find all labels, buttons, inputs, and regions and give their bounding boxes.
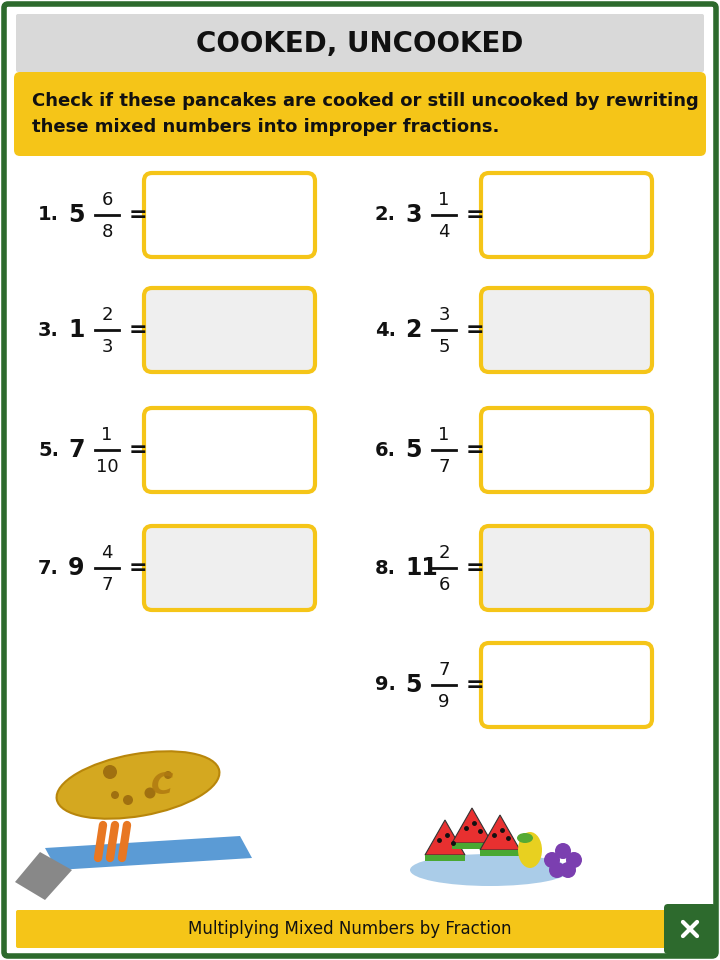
FancyBboxPatch shape bbox=[481, 288, 652, 372]
Circle shape bbox=[123, 795, 133, 805]
Text: 8: 8 bbox=[102, 223, 113, 241]
Polygon shape bbox=[15, 852, 72, 900]
Circle shape bbox=[549, 862, 565, 878]
Text: =: = bbox=[129, 440, 148, 460]
Polygon shape bbox=[452, 843, 492, 849]
Text: 3: 3 bbox=[102, 338, 113, 356]
FancyBboxPatch shape bbox=[16, 910, 668, 948]
Text: 1: 1 bbox=[438, 191, 450, 209]
FancyBboxPatch shape bbox=[16, 14, 704, 72]
Text: 1: 1 bbox=[68, 318, 84, 342]
Text: 7: 7 bbox=[438, 661, 450, 679]
Ellipse shape bbox=[410, 854, 570, 886]
Text: 7: 7 bbox=[102, 576, 113, 594]
Text: 3.: 3. bbox=[38, 321, 59, 340]
Text: =: = bbox=[466, 558, 485, 578]
Polygon shape bbox=[480, 850, 520, 856]
Polygon shape bbox=[480, 815, 520, 850]
Text: =: = bbox=[129, 558, 148, 578]
Text: =: = bbox=[129, 205, 148, 225]
Circle shape bbox=[145, 787, 156, 799]
Text: 1: 1 bbox=[438, 426, 450, 444]
Text: 3: 3 bbox=[438, 306, 450, 324]
Polygon shape bbox=[45, 836, 252, 870]
Text: 4: 4 bbox=[102, 544, 113, 562]
Text: 5: 5 bbox=[405, 438, 421, 462]
Text: 1.: 1. bbox=[38, 205, 59, 225]
Text: COOKED, UNCOOKED: COOKED, UNCOOKED bbox=[197, 30, 523, 58]
Text: 2: 2 bbox=[438, 544, 450, 562]
FancyBboxPatch shape bbox=[144, 526, 315, 610]
Text: =: = bbox=[129, 320, 148, 340]
Text: =: = bbox=[466, 205, 485, 225]
FancyBboxPatch shape bbox=[481, 173, 652, 257]
Circle shape bbox=[164, 771, 172, 779]
Text: Check if these pancakes are cooked or still uncooked by rewriting
these mixed nu: Check if these pancakes are cooked or st… bbox=[32, 92, 698, 135]
Text: Multiplying Mixed Numbers by Fraction: Multiplying Mixed Numbers by Fraction bbox=[188, 920, 512, 938]
Ellipse shape bbox=[57, 752, 220, 819]
Text: C: C bbox=[150, 772, 174, 801]
Circle shape bbox=[555, 843, 571, 859]
FancyBboxPatch shape bbox=[144, 288, 315, 372]
Text: 7: 7 bbox=[68, 438, 84, 462]
Text: =: = bbox=[466, 675, 485, 695]
Circle shape bbox=[103, 765, 117, 779]
Text: 2: 2 bbox=[102, 306, 113, 324]
FancyBboxPatch shape bbox=[481, 643, 652, 727]
Text: 5.: 5. bbox=[38, 441, 59, 460]
Text: 4: 4 bbox=[438, 223, 450, 241]
Polygon shape bbox=[452, 808, 492, 843]
Text: 10: 10 bbox=[96, 458, 118, 476]
Text: 5: 5 bbox=[438, 338, 450, 356]
Text: 4.: 4. bbox=[375, 321, 396, 340]
Text: 2: 2 bbox=[405, 318, 421, 342]
Circle shape bbox=[111, 791, 119, 799]
FancyBboxPatch shape bbox=[4, 4, 716, 956]
FancyBboxPatch shape bbox=[144, 408, 315, 492]
FancyBboxPatch shape bbox=[481, 408, 652, 492]
Text: 7.: 7. bbox=[38, 559, 59, 578]
Text: =: = bbox=[466, 440, 485, 460]
Text: 11: 11 bbox=[405, 556, 438, 580]
Text: 3: 3 bbox=[405, 203, 421, 227]
Text: 1: 1 bbox=[102, 426, 113, 444]
Text: 9: 9 bbox=[438, 693, 450, 711]
Ellipse shape bbox=[517, 833, 533, 843]
Text: 9: 9 bbox=[68, 556, 84, 580]
Text: 5: 5 bbox=[68, 203, 84, 227]
Text: 2.: 2. bbox=[375, 205, 396, 225]
Text: 8.: 8. bbox=[375, 559, 396, 578]
FancyBboxPatch shape bbox=[664, 904, 716, 954]
Text: 5: 5 bbox=[405, 673, 421, 697]
Text: 9.: 9. bbox=[375, 676, 396, 694]
Circle shape bbox=[560, 862, 576, 878]
Text: 7: 7 bbox=[438, 458, 450, 476]
Polygon shape bbox=[425, 820, 465, 855]
Text: 6.: 6. bbox=[375, 441, 396, 460]
Text: =: = bbox=[466, 320, 485, 340]
Ellipse shape bbox=[518, 832, 542, 868]
Polygon shape bbox=[425, 855, 465, 861]
Circle shape bbox=[544, 852, 560, 868]
FancyBboxPatch shape bbox=[14, 72, 706, 156]
FancyBboxPatch shape bbox=[481, 526, 652, 610]
FancyBboxPatch shape bbox=[144, 173, 315, 257]
Text: 6: 6 bbox=[438, 576, 450, 594]
Circle shape bbox=[566, 852, 582, 868]
Text: 6: 6 bbox=[102, 191, 113, 209]
